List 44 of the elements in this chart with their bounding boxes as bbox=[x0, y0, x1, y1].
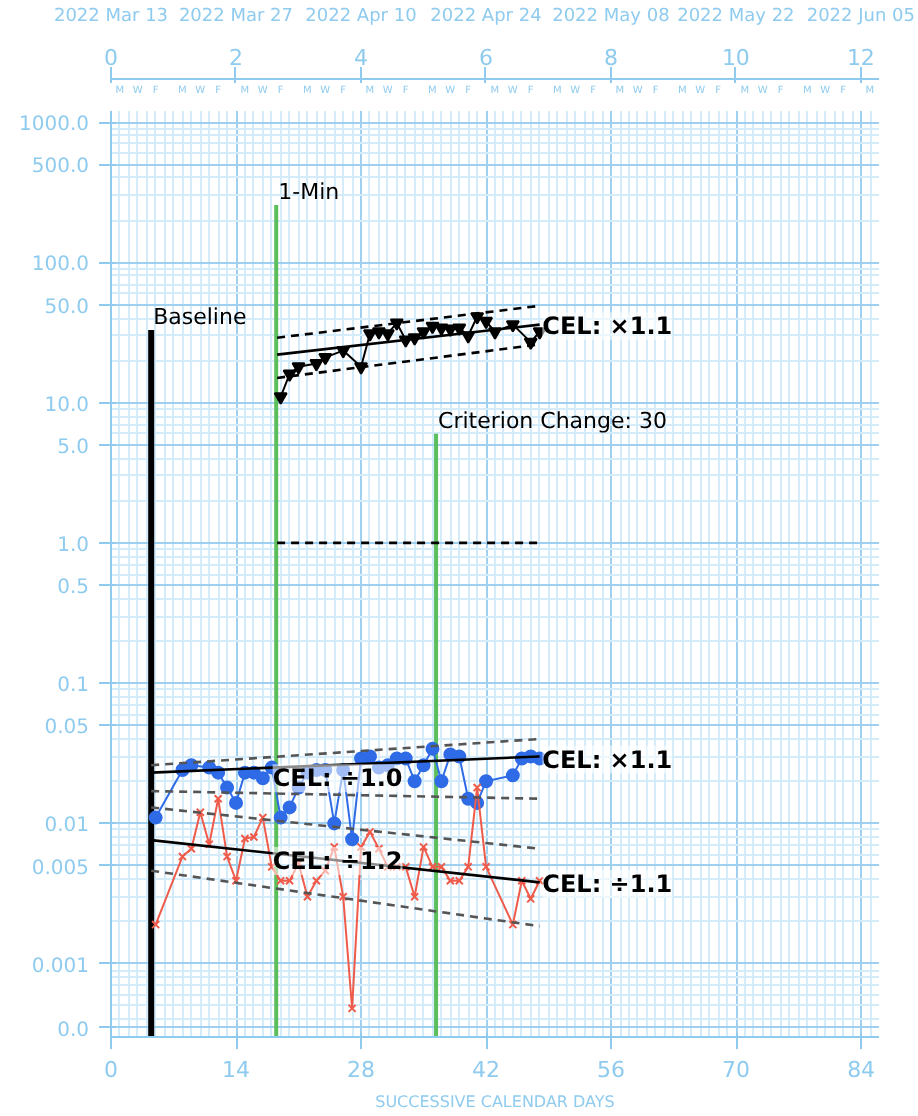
x2-tick-label: 10 bbox=[721, 45, 750, 71]
annotation: CEL: ×1.1 bbox=[542, 745, 673, 774]
x2-tick-label: 12 bbox=[846, 45, 875, 71]
x-tick-label: 84 bbox=[847, 1057, 876, 1083]
y-tick-label: 0.005 bbox=[31, 857, 90, 880]
x2-tick-label: 8 bbox=[603, 45, 618, 71]
y-tick-label: 5.0 bbox=[57, 436, 90, 459]
text: 2022 Apr 10 bbox=[305, 7, 418, 27]
x2-tick-label: 0 bbox=[104, 45, 118, 71]
annotation: CEL: ÷1.1 bbox=[542, 869, 673, 898]
annotation: Criterion Change: 30 bbox=[438, 407, 667, 434]
annotation: CEL: ×1.1 bbox=[542, 312, 673, 341]
y-tick-label: 0.05 bbox=[44, 717, 89, 740]
x-tick-label: 42 bbox=[472, 1057, 501, 1083]
x-tick-label: 70 bbox=[722, 1057, 751, 1083]
text: 2022 Apr 24 bbox=[430, 7, 543, 27]
text: 2022 May 08 bbox=[552, 7, 671, 27]
y-tick-label: 10.0 bbox=[44, 394, 89, 417]
annotation: CEL: ÷1.0 bbox=[272, 764, 403, 793]
text: 2022 Mar 13 bbox=[53, 7, 169, 27]
x-tick-label: 14 bbox=[222, 1057, 251, 1083]
annotation: CEL: ÷1.2 bbox=[272, 846, 403, 875]
x2-tick-label: 6 bbox=[478, 45, 493, 71]
text: 2022 Jun 05 bbox=[806, 7, 916, 27]
y-tick-label: 0.001 bbox=[31, 955, 90, 978]
y-tick-label: 1000.0 bbox=[19, 114, 90, 137]
x-tick-label: 0 bbox=[104, 1057, 118, 1083]
y-tick-label: 0.01 bbox=[44, 815, 89, 838]
text: 2022 May 22 bbox=[677, 7, 795, 27]
x-axis-title: SUCCESSIVE CALENDAR DAYS bbox=[375, 1093, 615, 1111]
text: 2022 Mar 27 bbox=[178, 7, 294, 27]
annotation: 1-Min bbox=[278, 179, 340, 206]
y-tick-label: 100.0 bbox=[31, 254, 90, 277]
annotation: Baseline bbox=[153, 303, 247, 330]
x2-tick-label: 4 bbox=[353, 45, 368, 71]
y-tick-label: 0.1 bbox=[57, 675, 90, 698]
x-tick-label: 28 bbox=[347, 1057, 376, 1083]
x2-tick-label: 2 bbox=[228, 45, 243, 71]
y-tick-label: 1.0 bbox=[57, 534, 90, 557]
y-tick-label: 0.5 bbox=[57, 577, 90, 600]
x-tick-label: 56 bbox=[597, 1057, 626, 1083]
y-tick-label: 500.0 bbox=[31, 156, 90, 179]
y-tick-label: 0.0 bbox=[57, 1019, 90, 1042]
y-tick-label: 50.0 bbox=[44, 296, 89, 319]
